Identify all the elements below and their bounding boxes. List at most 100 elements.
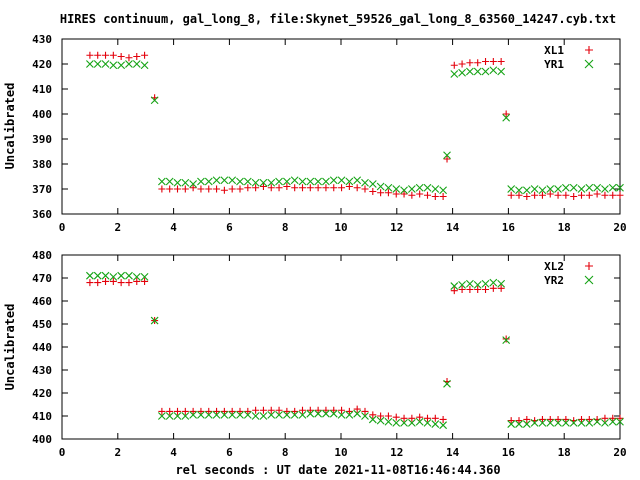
data-point [189, 184, 197, 192]
data-point [489, 58, 497, 65]
data-point [353, 409, 362, 418]
data-point [141, 277, 149, 285]
data-point [585, 191, 593, 199]
x-tick-label: 6 [226, 446, 233, 459]
data-point [609, 191, 617, 199]
data-point [337, 176, 346, 185]
data-point [220, 407, 228, 415]
x-tick-label: 6 [226, 221, 233, 234]
data-point [407, 185, 416, 193]
data-point [338, 184, 346, 192]
series-YR1 [86, 60, 624, 195]
data-point [450, 282, 459, 290]
data-point [117, 279, 125, 287]
data-point [205, 407, 213, 415]
data-point [117, 271, 126, 280]
data-point [384, 412, 392, 420]
y-tick-label: 380 [32, 158, 52, 171]
data-point [554, 185, 562, 193]
data-point [515, 420, 523, 428]
data-point [531, 191, 539, 199]
data-point [392, 185, 401, 193]
data-point [259, 178, 268, 187]
data-point [236, 185, 244, 193]
data-point [431, 193, 439, 200]
data-point [133, 277, 141, 285]
data-point [283, 183, 291, 190]
data-point [377, 412, 385, 420]
data-point [431, 420, 440, 428]
data-point [236, 177, 244, 186]
data-point [585, 183, 594, 192]
data-point [181, 407, 189, 415]
data-point [489, 278, 498, 287]
data-point [213, 185, 221, 193]
y-tick-label: 410 [32, 410, 52, 423]
data-point [150, 96, 159, 105]
data-point [577, 191, 585, 199]
data-point [601, 419, 609, 427]
data-point [252, 184, 260, 192]
y-tick-label: 400 [32, 108, 52, 121]
data-point [392, 413, 400, 421]
legend-marker [585, 46, 593, 54]
data-point [601, 414, 609, 422]
data-point [197, 410, 205, 419]
data-point [140, 272, 149, 281]
data-point [141, 51, 149, 59]
x-tick-label: 0 [59, 221, 66, 234]
y-tick-label: 400 [32, 433, 52, 446]
data-point [259, 412, 268, 420]
x-tick-label: 10 [334, 221, 347, 234]
data-point [197, 185, 205, 193]
data-point [522, 186, 531, 195]
data-point [109, 272, 118, 281]
data-point [86, 51, 94, 59]
data-point [345, 177, 354, 186]
x-tick-label: 20 [613, 446, 626, 459]
data-point [337, 410, 346, 419]
data-point [515, 186, 523, 195]
data-point [132, 272, 141, 281]
top-panel: 360 370 380 390 400 410 420 430 0 2 4 6 8 10 12 14 16 18 2… [3, 33, 627, 234]
data-point [561, 183, 570, 192]
data-point [322, 177, 330, 186]
data-point [140, 61, 149, 70]
data-point [473, 281, 482, 289]
data-point [189, 407, 197, 415]
data-point [306, 406, 314, 414]
data-point [466, 286, 474, 293]
data-point [189, 180, 198, 188]
data-point [577, 185, 586, 193]
data-point [431, 414, 439, 422]
data-point [407, 419, 416, 427]
data-point [220, 176, 229, 185]
data-point [466, 279, 474, 288]
legend-marker [585, 262, 593, 270]
x-tick-label: 18 [558, 446, 571, 459]
data-point [601, 191, 609, 199]
data-point [474, 286, 482, 293]
data-point [204, 177, 213, 186]
data-point [530, 185, 539, 193]
x-tick-label: 16 [502, 446, 516, 459]
legend-label: XL1 [544, 44, 564, 57]
data-point [298, 406, 306, 414]
data-point [482, 58, 490, 65]
data-point [181, 412, 190, 420]
data-point [408, 414, 416, 422]
data-point [507, 417, 515, 425]
data-point [458, 68, 466, 77]
y-tick-label: 430 [32, 33, 52, 46]
data-point [353, 184, 361, 192]
data-point [392, 419, 401, 427]
data-point [197, 177, 205, 186]
data-point [376, 182, 385, 191]
data-point [416, 413, 424, 421]
data-point [585, 419, 594, 427]
legend-label: YR1 [544, 58, 564, 71]
data-point [101, 60, 110, 68]
data-point [173, 412, 182, 420]
data-point [329, 409, 338, 418]
